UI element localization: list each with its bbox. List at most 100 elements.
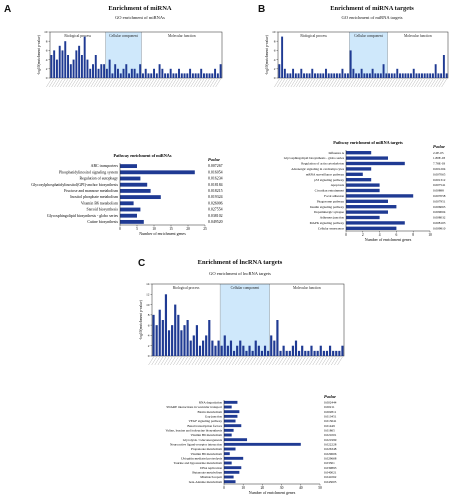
go-bar (314, 73, 316, 78)
go-bar (202, 73, 205, 78)
pvalue-value: 0.016234 (208, 177, 223, 181)
go-bar (208, 73, 211, 78)
go-bar (292, 68, 295, 78)
y-tick-label: 0 (46, 76, 48, 80)
pathway-bar (224, 466, 242, 470)
go-bar (136, 73, 139, 78)
pathway-label: ABC transporters (91, 164, 119, 168)
pvalue-value: 0.008032 (433, 216, 446, 220)
go-bar (399, 73, 401, 78)
pvalue-value: 0.019324 (208, 195, 223, 199)
go-bar (58, 45, 61, 78)
go-category-tick (93, 78, 99, 88)
go-category-tick (320, 78, 327, 88)
pvalue-header: Pvalue (324, 394, 336, 399)
y-tick-label: 6 (274, 49, 276, 53)
pvalue-value: 0.008103 (433, 221, 446, 225)
go-bar (251, 350, 254, 356)
go-category-tick (204, 356, 210, 366)
go-category-tick (171, 78, 177, 88)
go-bar (205, 335, 208, 356)
go-category-tick (110, 78, 116, 88)
go-bar (322, 73, 325, 78)
go-bar (431, 73, 434, 78)
pvalue-value: 0.013451 (324, 414, 337, 418)
go-bar (311, 68, 314, 78)
x-tick-label: 30 (280, 486, 284, 490)
pathway-bar (224, 480, 236, 484)
go-bar (304, 350, 307, 356)
go-category-tick (173, 78, 180, 88)
pathway-label: Vitamin B6 metabolism (191, 452, 223, 456)
go-category-tick (157, 78, 163, 88)
go-bar (270, 335, 273, 356)
go-bar (415, 73, 418, 78)
go-bar (303, 73, 306, 78)
go-category-tick (345, 78, 351, 88)
go-category-tick (115, 78, 121, 88)
y-tick-label: 2 (274, 67, 276, 71)
pvalue-value: 0.007065 (433, 172, 446, 176)
go-bar (319, 345, 322, 356)
pvalue-value: 0.009004 (433, 210, 446, 214)
go-bar (300, 68, 303, 78)
go-category-tick (435, 78, 442, 88)
pathway-bar (346, 194, 414, 198)
region-label: Molecular function (168, 34, 196, 38)
go-bar (174, 304, 177, 356)
pvalue-value: 7.78E-03 (433, 162, 446, 166)
go-category-tick (179, 356, 185, 366)
go-category-tick (441, 78, 447, 88)
go-bar (192, 335, 195, 356)
go-bar (328, 345, 332, 356)
go-category-tick (287, 356, 294, 366)
pathway-bar (224, 419, 236, 423)
go-category-tick (318, 356, 325, 366)
go-bar (278, 64, 281, 78)
go-category-tick (198, 78, 205, 88)
go-bar (245, 350, 248, 356)
pathway-label: Phosphatidylinositol signaling system (59, 170, 118, 174)
pvalue-value: 0.038102 (208, 214, 223, 218)
go-category-tick (129, 78, 135, 88)
y-tick-label: 4 (274, 58, 276, 62)
go-bar (371, 68, 374, 78)
go-category-tick (65, 78, 71, 88)
y-tick-label: 6 (148, 323, 150, 327)
go-category-tick (315, 356, 321, 366)
go-category-tick (135, 78, 141, 88)
go-bar (426, 73, 429, 78)
region-band (220, 284, 270, 356)
go-category-tick (232, 356, 238, 366)
go-bar (282, 345, 285, 356)
go-category-tick (126, 78, 132, 88)
go-category-tick (331, 78, 338, 88)
go-bar (150, 73, 153, 78)
go-bar (291, 345, 294, 356)
y-tick-label: 8 (274, 39, 276, 43)
pvalue-value: 0.029606 (324, 452, 337, 456)
pathway-bar (224, 414, 238, 418)
go-category-tick (309, 356, 315, 366)
go-bar (288, 350, 291, 356)
pvalue-header: Pvalue (208, 157, 220, 162)
pathway-bar (224, 438, 248, 442)
pathway-bar (346, 156, 388, 160)
pvalue-value: 0.007951 (433, 199, 446, 203)
go-category-tick (367, 78, 373, 88)
go-bar (248, 345, 251, 356)
go-category-tick (272, 356, 278, 366)
go-category-tick (304, 78, 310, 88)
go-category-tick (154, 356, 160, 366)
go-bar (97, 68, 100, 78)
y-tick-label: 8 (148, 313, 150, 317)
go-category-tick (300, 356, 306, 366)
go-bar (86, 59, 89, 78)
go-category-tick (165, 78, 171, 88)
go-bar (55, 59, 58, 78)
go-bar (338, 73, 341, 78)
go-bar (313, 350, 316, 356)
go-category-tick (282, 78, 288, 88)
go-bar (223, 335, 226, 356)
go-bar (341, 345, 344, 356)
